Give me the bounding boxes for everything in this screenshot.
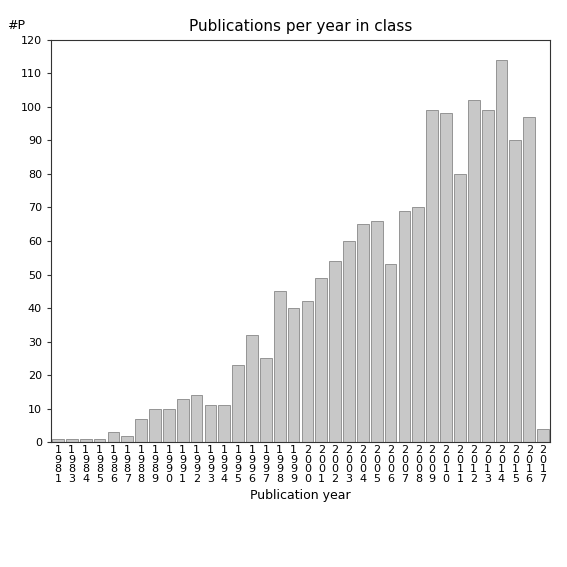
- Bar: [232, 365, 244, 442]
- Bar: [205, 405, 216, 442]
- Bar: [80, 439, 91, 442]
- Bar: [149, 409, 161, 442]
- Bar: [482, 110, 493, 442]
- Bar: [523, 117, 535, 442]
- Bar: [357, 224, 369, 442]
- Bar: [509, 141, 521, 442]
- Bar: [399, 211, 411, 442]
- Bar: [440, 113, 452, 442]
- Bar: [412, 208, 424, 442]
- X-axis label: Publication year: Publication year: [250, 489, 351, 502]
- Bar: [94, 439, 105, 442]
- Bar: [66, 439, 78, 442]
- Bar: [343, 241, 355, 442]
- Bar: [315, 278, 327, 442]
- Bar: [537, 429, 549, 442]
- Bar: [329, 261, 341, 442]
- Bar: [260, 358, 272, 442]
- Bar: [52, 439, 64, 442]
- Bar: [371, 221, 383, 442]
- Bar: [426, 110, 438, 442]
- Bar: [218, 405, 230, 442]
- Bar: [246, 335, 258, 442]
- Y-axis label: #P: #P: [7, 19, 25, 32]
- Bar: [496, 60, 507, 442]
- Bar: [384, 264, 396, 442]
- Bar: [108, 432, 119, 442]
- Title: Publications per year in class: Publications per year in class: [189, 19, 412, 35]
- Bar: [274, 291, 286, 442]
- Bar: [302, 302, 314, 442]
- Bar: [454, 174, 466, 442]
- Bar: [177, 399, 189, 442]
- Bar: [468, 100, 480, 442]
- Bar: [163, 409, 175, 442]
- Bar: [135, 419, 147, 442]
- Bar: [121, 435, 133, 442]
- Bar: [287, 308, 299, 442]
- Bar: [191, 395, 202, 442]
